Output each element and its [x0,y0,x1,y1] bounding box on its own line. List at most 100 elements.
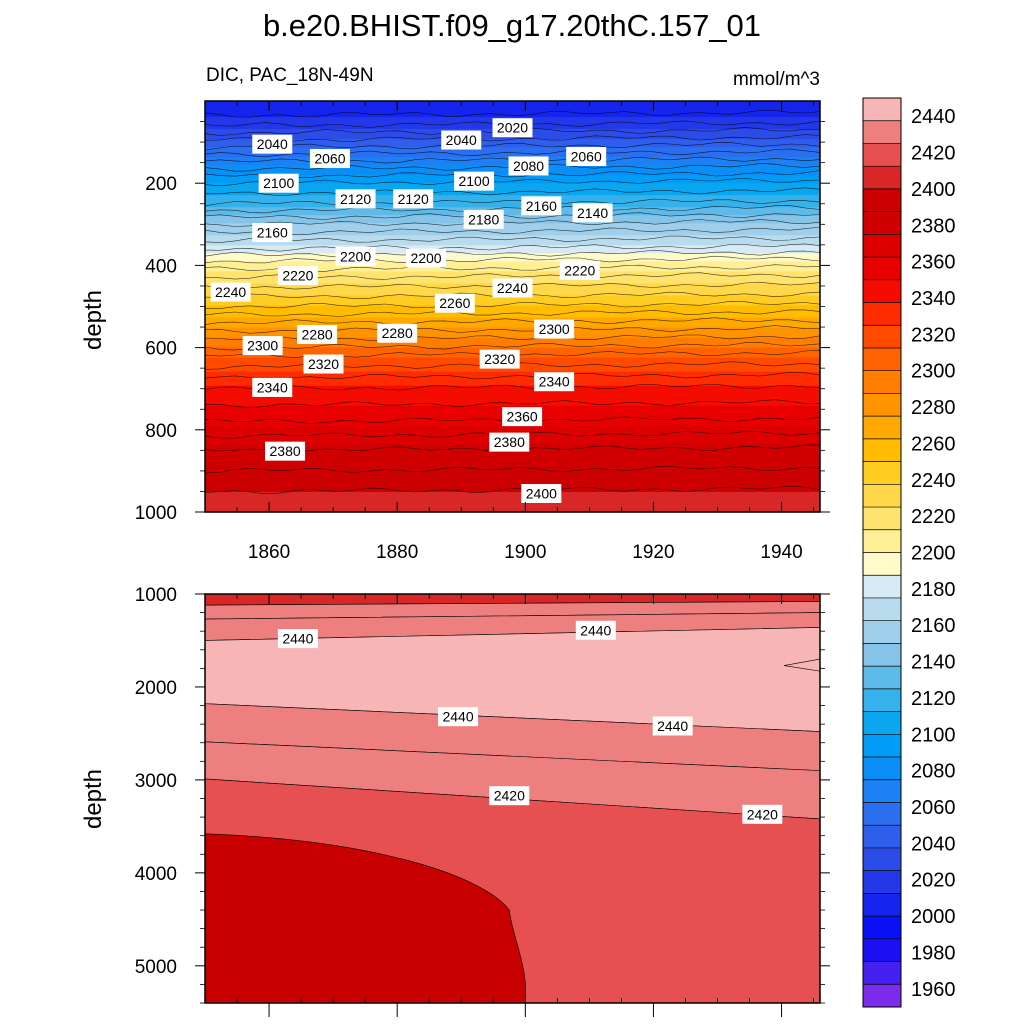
upper-fill-band [205,231,820,234]
upper-contour-label-box [242,336,283,356]
upper-contour-line [204,342,821,351]
upper-contour-line [204,212,821,220]
lower-contour-label-box [277,629,318,649]
colorbar-label: 2180 [911,579,956,601]
upper-fill-band [205,333,820,337]
colorbar-swatch [863,734,901,758]
upper-fill-band [205,187,820,190]
upper-fill-band [205,473,820,477]
upper-contour-label-box [297,324,338,344]
upper-fill-band [205,335,820,339]
upper-fill-band [205,193,820,196]
upper-contour-line [204,255,821,264]
upper-contour-label: 2120 [398,191,429,207]
colorbar-label: 1980 [911,942,956,964]
lower-contour-label: 2420 [747,806,778,822]
upper-contour-line [204,134,821,143]
upper-fill-band [205,367,820,371]
colorbar-frame [862,97,902,1008]
upper-contour-label-box [489,432,530,452]
lower-contour-fills [204,593,821,1004]
upper-fill-band [205,101,820,104]
upper-fill-band [205,103,820,106]
upper-fill-band [205,255,820,258]
upper-fill-band [205,507,820,511]
colorbar-label: 2140 [911,652,956,674]
colorbar-swatch [863,98,901,122]
upper-contour-label-box [559,260,600,280]
upper-contour-label: 2060 [571,148,602,164]
upper-fill-band [205,319,820,323]
lower-y-axis-label: depth [80,769,107,829]
colorbar-label: 2400 [911,179,956,201]
colorbar-swatch [863,711,901,735]
upper-fill-band [205,313,820,317]
upper-fill-band [205,235,820,238]
colorbar-label: 1960 [911,979,956,1001]
upper-fill-band [205,113,820,116]
upper-fill-band [205,105,820,108]
upper-fill-band [205,177,820,180]
upper-contour-label: 2160 [257,225,288,241]
upper-fill-band [205,343,820,347]
upper-fill-band [205,153,820,156]
upper-fill-band [205,477,820,481]
upper-fill-band [205,299,820,303]
upper-contour-label-box [252,377,293,397]
upper-fill-band [205,189,820,192]
upper-fill-band [205,303,820,307]
upper-contour-label-box [393,189,434,209]
upper-contour-label: 2380 [494,434,525,450]
upper-contour-line [204,205,821,214]
upper-fill-band [205,263,820,266]
upper-fill-band [205,245,820,248]
upper-contour-label: 2320 [484,351,515,367]
upper-fill-band [205,347,820,351]
upper-contour-label: 2100 [458,173,489,189]
upper-contour-line [204,142,821,151]
upper-contour-label: 2240 [215,284,246,300]
colorbar-swatch [863,597,901,621]
lower-contour-label-box [575,620,616,640]
upper-contour-label-box [534,319,575,339]
upper-fill-band [205,243,820,246]
colorbar-swatch [863,757,901,781]
upper-fill-band [205,331,820,335]
upper-contour-line [204,465,821,474]
upper-contour-label-box [335,189,376,209]
upper-fill-band [205,491,820,495]
upper-fill-band [205,209,820,212]
upper-fill-band [205,143,820,146]
upper-fill-band [205,265,820,269]
upper-fill-band [205,139,820,142]
upper-contour-label-box [252,134,293,154]
colorbar-swatch [863,938,901,962]
colorbar-swatch [863,916,901,940]
upper-contour-label-box [265,441,306,461]
upper-contour-label-box [335,246,376,266]
colorbar-label: 2100 [911,724,956,746]
colorbar-swatch [863,438,901,462]
colorbar-swatch [863,211,901,235]
upper-fill-band [205,501,820,505]
upper-contour-label-box [441,130,482,150]
upper-contour-line [205,187,821,197]
upper-fill-band [205,229,820,232]
upper-y-tick-label: 800 [145,421,177,442]
colorbar-swatch [863,529,901,553]
lower-y-tick-label: 1000 [135,585,177,606]
lower-y-tick-label: 5000 [135,957,177,978]
lower-y-tick-label: 2000 [135,678,177,699]
upper-fill-band [205,137,820,140]
upper-fill-band [205,467,820,471]
colorbar-label: 2040 [911,833,956,855]
upper-fill-band [205,405,820,409]
upper-fill-band [205,227,820,230]
colorbar-label: 2300 [911,361,956,383]
upper-fill-band [205,489,820,493]
colorbar-label: 2280 [911,397,956,419]
upper-contour-label-box [434,293,475,313]
upper-fill-band [205,505,820,509]
upper-contour-label: 2200 [340,248,371,264]
upper-fill-band [205,239,820,242]
